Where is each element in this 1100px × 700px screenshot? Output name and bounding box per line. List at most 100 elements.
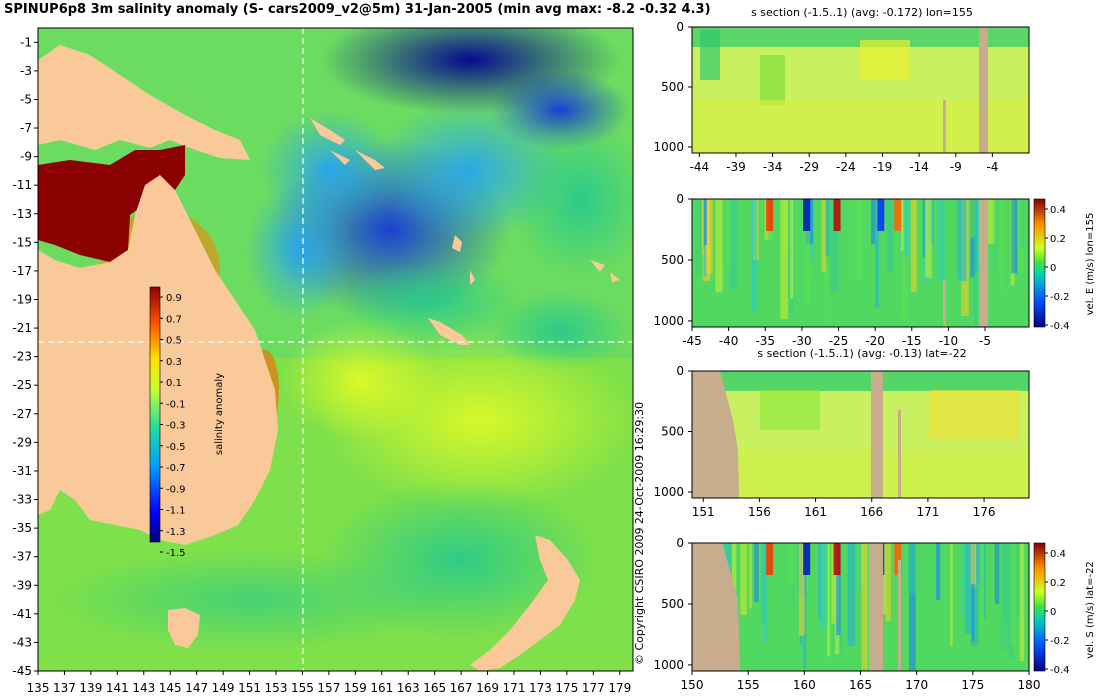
section-1-x-tick-label: -19 bbox=[873, 160, 893, 174]
map-x-tick-label: 165 bbox=[423, 681, 446, 695]
section-2-x-tick-label: -10 bbox=[939, 334, 959, 348]
section-1-x-tick-label: -24 bbox=[836, 160, 856, 174]
section-4-x-tick-label: 160 bbox=[793, 678, 816, 692]
section-3-y-tick-label: 0 bbox=[676, 364, 684, 378]
section-3-x-tick-label: 161 bbox=[804, 505, 827, 519]
map-x-tick-label: 137 bbox=[53, 681, 76, 695]
map-y-tick-label: -23 bbox=[12, 350, 32, 364]
velocity-colorbar-tick-label: -0.2 bbox=[1050, 292, 1070, 303]
map-y-tick-label: -29 bbox=[12, 435, 32, 449]
salinity-colorbar-tick-label: 0.9 bbox=[166, 293, 182, 304]
map-y-tick-label: -3 bbox=[20, 64, 32, 78]
section-2-x-tick-label: -45 bbox=[682, 334, 702, 348]
section-1-x-tick-label: -29 bbox=[799, 160, 819, 174]
section-3-x-tick-label: 171 bbox=[916, 505, 939, 519]
map-x-tick-label: 135 bbox=[27, 681, 50, 695]
salinity-colorbar-tick-label: -0.9 bbox=[166, 484, 186, 495]
map-y-tick-label: -15 bbox=[12, 235, 32, 249]
section-2-y-tick-label: 0 bbox=[676, 192, 684, 206]
section-1-y-tick-label: 1000 bbox=[653, 140, 684, 154]
new-guinea-land bbox=[38, 45, 250, 160]
map-y-tick-label: -43 bbox=[12, 635, 32, 649]
map-x-tick-label: 147 bbox=[185, 681, 208, 695]
velocity-colorbar-tick-label: -0.4 bbox=[1050, 321, 1070, 332]
map-y-tick-label: -19 bbox=[12, 292, 32, 306]
map-x-tick-label: 179 bbox=[608, 681, 631, 695]
map-x-tick-label: 141 bbox=[106, 681, 129, 695]
map-x-axis: 135 137 139 141 143 145 147 149 151 153 155 157 159 1… bbox=[27, 671, 631, 695]
map-x-tick-label: 153 bbox=[265, 681, 288, 695]
map-x-tick-label: 159 bbox=[344, 681, 367, 695]
section-4-y-tick-label: 0 bbox=[676, 536, 684, 550]
map-x-tick-label: 171 bbox=[503, 681, 526, 695]
section-3-land bbox=[692, 371, 739, 498]
section-2-y-tick-label: 500 bbox=[661, 253, 684, 267]
section-4-x-tick-label: 155 bbox=[737, 678, 760, 692]
salinity-colorbar-tick-label: -0.7 bbox=[166, 463, 186, 474]
salinity-colorbar-tick-label: 0.7 bbox=[166, 314, 182, 325]
salinity-colorbar-tick-label: -1.3 bbox=[166, 527, 186, 538]
section-1-x-tick-label: -14 bbox=[909, 160, 929, 174]
velocity-colorbar-tick-label: 0 bbox=[1050, 607, 1056, 618]
map-y-tick-label: -7 bbox=[20, 121, 32, 135]
section-2-y-tick-label: 1000 bbox=[653, 314, 684, 328]
velocity-colorbar-tick-label: 0 bbox=[1050, 263, 1056, 274]
tasmania-land bbox=[168, 608, 200, 648]
map-y-tick-label: -39 bbox=[12, 578, 32, 592]
section-panel-3: s section (-1.5..1) (avg: -0.13) lat=-22… bbox=[653, 347, 1030, 519]
section-panel-1: s section (-1.5..1) (avg: -0.172) lon=15… bbox=[653, 6, 1030, 174]
figure-title: SPINUP6p8 3m salinity anomaly (S- cars20… bbox=[4, 2, 711, 17]
section-2-x-tick-label: -30 bbox=[792, 334, 812, 348]
salinity-colorbar-tick-label: 0.1 bbox=[166, 378, 182, 389]
salinity-colorbar-tick-label: 0.3 bbox=[166, 357, 182, 368]
section-1-y-tick-label: 0 bbox=[676, 20, 684, 34]
salinity-map: 135 137 139 141 143 145 147 149 151 153 155 157 159 1… bbox=[12, 27, 646, 695]
map-x-tick-label: 143 bbox=[132, 681, 155, 695]
section-4-x-tick-label: 175 bbox=[961, 678, 984, 692]
map-y-tick-label: -9 bbox=[20, 150, 32, 164]
salinity-colorbar-tick-label: 0.5 bbox=[166, 336, 182, 347]
velocity-e-colorbar-label: vel. E (m/s) lon=155 bbox=[1085, 213, 1096, 316]
velocity-colorbar-tick-label: 0.2 bbox=[1050, 578, 1066, 589]
section-3-x-tick-label: 156 bbox=[748, 505, 771, 519]
map-x-tick-label: 169 bbox=[476, 681, 499, 695]
section-2-x-tick-label: -15 bbox=[902, 334, 922, 348]
map-y-tick-label: -11 bbox=[12, 178, 32, 192]
section-1-x-tick-label: -44 bbox=[690, 160, 710, 174]
section-panel-4: 150 155 160 165 170 175 180 0 500 1000 0.4 0.2 0 -0.… bbox=[653, 536, 1096, 692]
section-3-y-tick-label: 500 bbox=[661, 424, 684, 438]
salinity-colorbar-tick-label: -0.1 bbox=[166, 399, 186, 410]
map-y-tick-label: -45 bbox=[12, 664, 32, 678]
copyright-text: © Copyright CSIRO 2009 24-Oct-2009 16:29… bbox=[633, 402, 646, 665]
section-2-x-tick-label: -35 bbox=[755, 334, 775, 348]
section-3-x-tick-label: 166 bbox=[860, 505, 883, 519]
velocity-s-colorbar: 0.4 0.2 0 -0.2 -0.4 vel. S (m/s) lat=-22 bbox=[1033, 542, 1096, 676]
section-3-x-tick-label: 176 bbox=[973, 505, 996, 519]
map-x-tick-label: 177 bbox=[582, 681, 605, 695]
fiji-land bbox=[590, 260, 620, 282]
map-x-tick-label: 149 bbox=[212, 681, 235, 695]
section-4-x-tick-label: 180 bbox=[1018, 678, 1041, 692]
section-4-y-tick-label: 500 bbox=[661, 597, 684, 611]
map-y-tick-label: -21 bbox=[12, 321, 32, 335]
velocity-e-colorbar: 0.4 0.2 0 -0.2 -0.4 vel. E (m/s) lon=155 bbox=[1033, 198, 1096, 332]
salinity-colorbar-tick-label: -1.1 bbox=[166, 506, 186, 517]
section-4-y-tick-label: 1000 bbox=[653, 658, 684, 672]
map-x-tick-label: 139 bbox=[79, 681, 102, 695]
section-2-x-tick-label: -25 bbox=[829, 334, 849, 348]
section-2-land bbox=[979, 199, 988, 327]
section-1-title: s section (-1.5..1) (avg: -0.172) lon=15… bbox=[751, 6, 973, 19]
new-zealand-land bbox=[470, 535, 580, 671]
map-y-tick-label: -33 bbox=[12, 493, 32, 507]
map-y-axis: -1 -3 -5 -7 -9 -11 -13 -15 -17 -19 -21 -23 -25 -27 -29… bbox=[12, 35, 38, 678]
velocity-colorbar-tick-label: 0.2 bbox=[1050, 234, 1066, 245]
map-x-tick-label: 167 bbox=[450, 681, 473, 695]
map-frame bbox=[37, 27, 634, 672]
map-y-tick-label: -25 bbox=[12, 378, 32, 392]
section-4-x-tick-label: 170 bbox=[905, 678, 928, 692]
gulf-of-carpentaria-patch bbox=[38, 145, 185, 262]
section-4-x-tick-label: 165 bbox=[849, 678, 872, 692]
section-1-x-tick-label: -9 bbox=[950, 160, 962, 174]
